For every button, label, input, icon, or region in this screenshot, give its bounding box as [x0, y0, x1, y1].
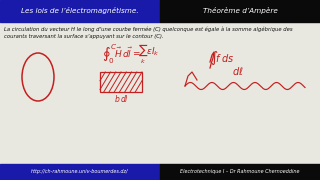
- Bar: [160, 0, 320, 22]
- Text: $\vec{H}\,d\vec{l}$: $\vec{H}\,d\vec{l}$: [114, 46, 134, 60]
- Text: Les lois de l’électromagnétisme.: Les lois de l’électromagnétisme.: [21, 8, 139, 15]
- Bar: [0, 22, 320, 164]
- Bar: [0, 164, 160, 180]
- Text: Théorème d’Ampère: Théorème d’Ampère: [203, 8, 277, 15]
- Text: $\int\! f\;ds$: $\int\! f\;ds$: [210, 49, 234, 67]
- Text: $b\,dl$: $b\,dl$: [114, 93, 129, 104]
- Text: $=$: $=$: [131, 48, 141, 57]
- Text: Electrotechnique I – Dr Rahmoune Chernoeddine: Electrotechnique I – Dr Rahmoune Chernoe…: [180, 170, 300, 174]
- Bar: [0, 0, 160, 22]
- Text: http://ch-rahmoune.univ-boumerdes.dz/: http://ch-rahmoune.univ-boumerdes.dz/: [31, 170, 129, 174]
- Text: courants traversant la surface s’appuyant sur le contour (C).: courants traversant la surface s’appuyan…: [4, 34, 164, 39]
- Text: $\oint_{\!0}^{C}$: $\oint_{\!0}^{C}$: [102, 42, 118, 66]
- Text: $d\ell$: $d\ell$: [232, 65, 244, 77]
- Bar: [100, 72, 142, 92]
- Text: $\sum_k \varepsilon I_k$: $\sum_k \varepsilon I_k$: [138, 42, 160, 66]
- Bar: [160, 164, 320, 180]
- Text: La circulation du vecteur H le long d’une courbe fermée (C) quelconque est égale: La circulation du vecteur H le long d’un…: [4, 27, 292, 33]
